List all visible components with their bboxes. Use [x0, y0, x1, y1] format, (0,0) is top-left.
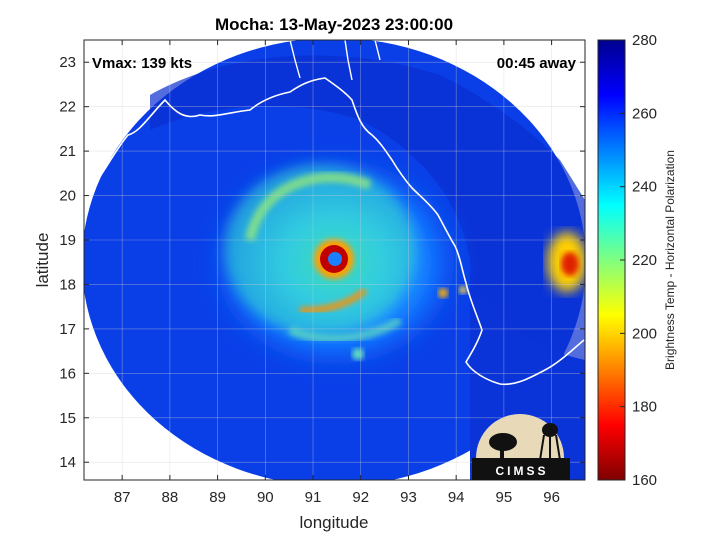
map-layer	[84, 40, 585, 480]
y-tick-label: 15	[59, 410, 76, 427]
border-lines	[204, 40, 381, 81]
x-tick-label: 88	[162, 489, 179, 506]
y-tick-label: 21	[59, 143, 76, 160]
eta-label: 00:45 away	[497, 55, 577, 72]
colorbar-tick-label: 220	[632, 252, 657, 269]
x-tick-label: 92	[352, 489, 369, 506]
coastline	[85, 77, 585, 386]
x-tick-label: 96	[543, 489, 560, 506]
x-axis-label: longitude	[299, 513, 368, 532]
x-tick-label: 87	[114, 489, 131, 506]
east-convection-core	[561, 252, 579, 276]
convective-cell	[352, 348, 364, 360]
colorbar-tick-label: 260	[632, 105, 657, 122]
colorbar-tick-label: 180	[632, 399, 657, 416]
colorbar-tick-label: 160	[632, 472, 657, 489]
x-tick-label: 95	[496, 489, 513, 506]
y-tick-label: 22	[59, 99, 76, 116]
logo-dish-stand	[500, 446, 504, 460]
y-tick-label: 17	[59, 321, 76, 338]
x-tick-label: 89	[209, 489, 226, 506]
colorbar-tick-label: 200	[632, 325, 657, 342]
y-tick-label: 19	[59, 232, 76, 249]
logo-dish	[489, 433, 517, 451]
rainband-south	[299, 287, 368, 314]
colorbar-ticks: 160 180 200 220 240 260 280	[620, 32, 657, 489]
rainband-outer	[287, 316, 403, 344]
logo-text: CIMSS	[495, 464, 548, 478]
x-tick-label: 91	[305, 489, 322, 506]
y-tick-label: 14	[59, 454, 76, 471]
logo-tower-legs	[539, 434, 561, 461]
y-tick-label: 18	[59, 276, 76, 293]
colorbar-tick-label: 240	[632, 179, 657, 196]
x-tick-label: 94	[448, 489, 465, 506]
storm-eye	[328, 252, 342, 266]
grid-lines	[84, 40, 585, 480]
colorbar-label: Brightness Temp - Horizontal Polarizatio…	[663, 150, 677, 370]
x-ticks: 87 88 89 90 91 92 93 94 95 96	[114, 40, 560, 506]
convective-cell	[438, 288, 448, 298]
colorbar-tick-label: 280	[632, 32, 657, 49]
x-tick-label: 93	[400, 489, 417, 506]
logo-bar	[472, 458, 570, 480]
chart-title: Mocha: 13-May-2023 23:00:00	[215, 15, 453, 34]
y-tick-label: 20	[59, 188, 76, 205]
y-ticks: 14 15 16 17 18 19 20 21 22 23	[59, 54, 585, 471]
y-axis-label: latitude	[33, 233, 52, 288]
y-tick-label: 23	[59, 54, 76, 71]
y-tick-label: 16	[59, 365, 76, 382]
rainband-north	[245, 172, 372, 242]
x-tick-label: 90	[257, 489, 274, 506]
vmax-label: Vmax: 139 kts	[92, 55, 192, 72]
convective-cell	[459, 286, 467, 294]
axes-frame	[83, 39, 586, 481]
logo-tower-top	[542, 423, 558, 437]
cimss-logo: CIMSS	[472, 414, 570, 480]
